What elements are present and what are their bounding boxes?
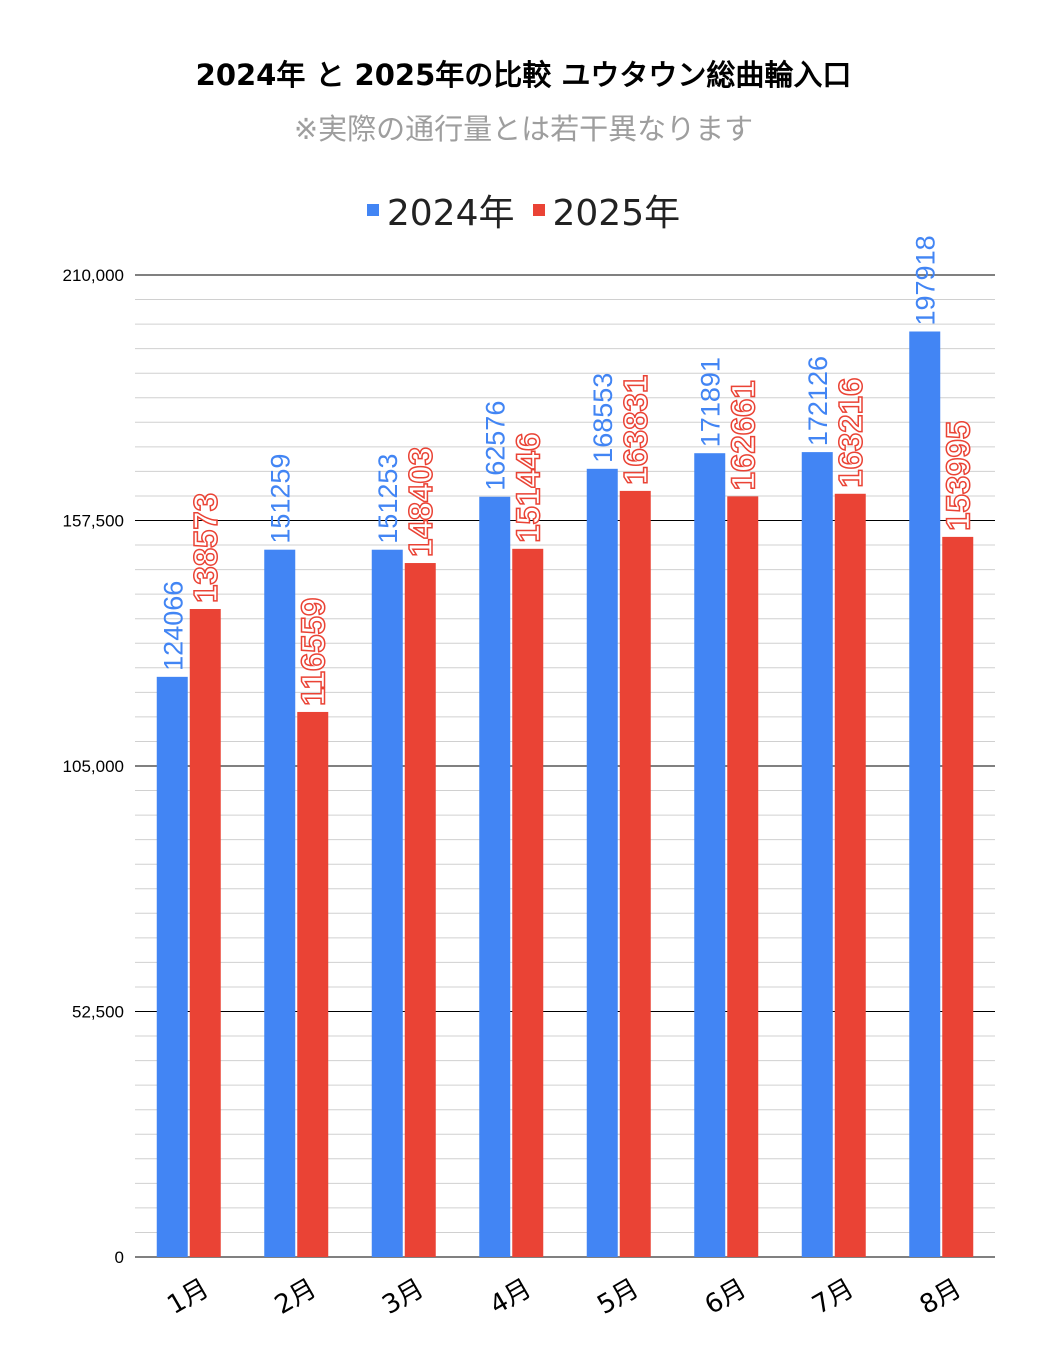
data-label-2024年: 151259 — [266, 454, 296, 544]
data-label-2025年: 148403 — [402, 447, 439, 557]
chart-title: 2024年 と 2025年の比較 ユウタウン総曲輪入口 — [195, 58, 852, 92]
bar-2025年-1月 — [189, 609, 221, 1257]
data-label-2024年: 197918 — [911, 235, 941, 325]
x-tick-label: 6月 — [700, 1274, 752, 1321]
bar-2025年-4月 — [512, 548, 544, 1257]
legend-label-2024: 2024年 — [386, 193, 515, 234]
data-label-2024年: 124066 — [158, 581, 188, 671]
bar-2024年-4月 — [479, 496, 511, 1257]
legend-label-2025: 2025年 — [552, 193, 681, 234]
data-label-2024年: 171891 — [696, 357, 726, 447]
bar-2024年-8月 — [909, 331, 941, 1257]
data-label-2025年: 153995 — [940, 421, 977, 531]
x-tick-label: 1月 — [162, 1274, 214, 1321]
bar-2024年-7月 — [801, 452, 833, 1257]
data-label-2025年: 138573 — [187, 493, 224, 603]
bar-2025年-2月 — [297, 711, 329, 1257]
legend-item-2025: 2025年 — [532, 184, 681, 236]
x-tick-label: 2月 — [270, 1274, 322, 1321]
bar-2024年-5月 — [586, 468, 618, 1257]
legend: 2024年 2025年 — [0, 184, 1047, 236]
bar-2025年-6月 — [727, 496, 759, 1257]
legend-swatch-2024 — [366, 204, 379, 216]
legend-item-2024: 2024年 — [366, 184, 515, 236]
x-tick-label: 4月 — [485, 1274, 537, 1321]
bar-2025年-7月 — [834, 493, 866, 1258]
bar-2024年-2月 — [264, 549, 296, 1257]
data-label-2025年: 162661 — [725, 380, 762, 490]
data-label-2025年: 116559 — [295, 598, 332, 706]
x-tick-label: 8月 — [915, 1274, 967, 1321]
y-tick-label: 157,500 — [63, 512, 124, 531]
y-tick-label: 52,500 — [72, 1003, 124, 1022]
data-label-2024年: 162576 — [481, 401, 511, 491]
bar-2024年-6月 — [694, 453, 726, 1257]
data-label-2024年: 151253 — [373, 454, 403, 544]
bar-2025年-8月 — [942, 536, 974, 1257]
chart-subtitle: ※実際の通行量とは若干異なります — [293, 112, 754, 146]
legend-swatch-2025 — [532, 204, 545, 216]
x-tick-label: 3月 — [377, 1274, 429, 1321]
bar-2025年-3月 — [404, 563, 436, 1257]
y-tick-label: 210,000 — [63, 266, 124, 285]
y-tick-label: 105,000 — [63, 757, 124, 776]
x-tick-label: 7月 — [807, 1274, 859, 1321]
bar-2025年-5月 — [619, 490, 651, 1258]
y-tick-label: 0 — [115, 1248, 124, 1267]
bar-2024年-1月 — [156, 676, 188, 1257]
data-label-2025年: 151446 — [510, 433, 547, 543]
data-label-2024年: 168553 — [588, 373, 618, 463]
data-label-2025年: 163216 — [832, 378, 869, 488]
data-label-2025年: 163831 — [617, 375, 654, 485]
x-tick-label: 5月 — [592, 1274, 644, 1321]
data-label-2024年: 172126 — [803, 356, 833, 446]
bar-2024年-3月 — [371, 549, 403, 1257]
